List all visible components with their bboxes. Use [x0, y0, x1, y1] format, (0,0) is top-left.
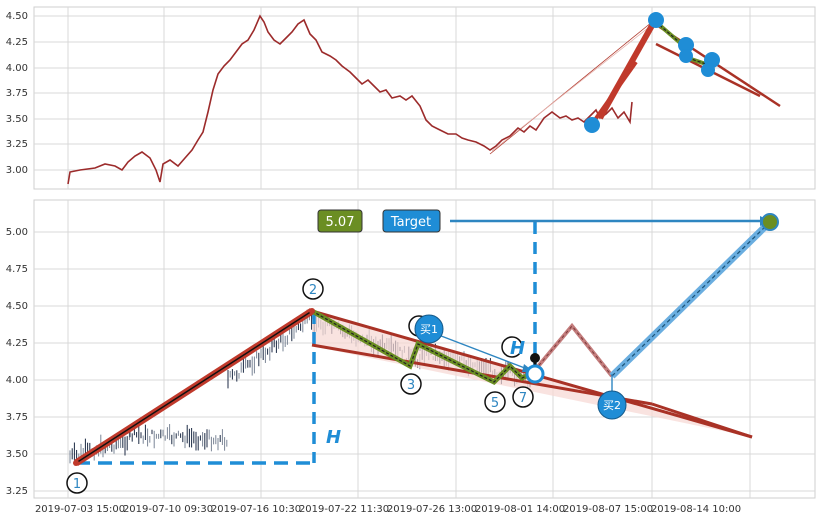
overview-dot-2: [648, 12, 664, 28]
overview-grid: [34, 7, 815, 189]
overview-frame: [33, 6, 816, 190]
green-zigzag-core: [311, 310, 536, 383]
point-1-dot: [73, 460, 79, 466]
point-label-1: 1: [66, 472, 88, 494]
point-label-6-ring: [501, 336, 523, 358]
detail-xtick-7: 2019-08-14 10:00: [651, 504, 741, 515]
point-label-1-text: 1: [73, 477, 81, 492]
detail-ytick-6: 4.75: [6, 264, 28, 275]
overview-ytick-5: 4.25: [6, 37, 28, 48]
overview-ytick-6: 4.50: [6, 11, 28, 22]
value-box: 5.07: [317, 209, 363, 233]
overview-y-ticks: 3.00 3.25 3.50 3.75 4.00 4.25 4.50: [6, 11, 28, 176]
detail-ytick-3: 4.00: [6, 375, 28, 386]
leg-1-core: [75, 310, 313, 464]
projection-blue: [609, 219, 773, 379]
point7-marker-dot: [530, 353, 540, 363]
detail-xtick-4: 2019-07-26 13:00: [387, 504, 477, 515]
point-label-5: 5: [484, 391, 506, 413]
detail-ytick-7: 5.00: [6, 227, 28, 238]
overview-dot-1: [584, 117, 600, 133]
point-label-3: 3: [400, 373, 422, 395]
detail-xtick-2: 2019-07-16 10:30: [211, 504, 301, 515]
h-label-small: H: [510, 338, 525, 359]
target-box-text: Target: [390, 215, 431, 230]
point-2-dot: [309, 308, 315, 314]
detail-ytick-1: 3.50: [6, 449, 28, 460]
overview-up-leg-2: [597, 20, 657, 120]
projection-red: [533, 322, 614, 378]
detail-xtick-1: 2019-07-10 09:30: [123, 504, 213, 515]
detail-xtick-0: 2019-07-03 15:00: [35, 504, 125, 515]
overview-dot-4: [679, 49, 693, 63]
detail-xtick-6: 2019-08-07 15:00: [563, 504, 653, 515]
point-label-3-text: 3: [407, 378, 415, 393]
overview-thin-trend-2: [491, 27, 649, 152]
point-label-7: 7: [512, 386, 534, 408]
value-box-text: 5.07: [326, 215, 355, 230]
point-label-7-text: 7: [519, 391, 527, 406]
detail-xtick-3: 2019-07-22 11:30: [299, 504, 389, 515]
buy2-text: 买2: [603, 399, 621, 412]
detail-y-ticks: 3.25 3.50 3.75 4.00 4.25 4.50 4.75 5.00: [6, 227, 28, 497]
point-label-2: 2: [302, 278, 324, 300]
detail-x-ticks: 2019-07-03 15:00 2019-07-10 09:30 2019-0…: [35, 504, 741, 515]
overview-dot-6: [701, 63, 715, 77]
overview-ytick-2: 3.50: [6, 114, 28, 125]
detail-panel: 3.25 3.50 3.75 4.00 4.25 4.50 4.75 5.00 …: [6, 199, 816, 515]
detail-frame: [33, 199, 816, 499]
detail-xtick-5: 2019-08-01 14:00: [475, 504, 565, 515]
overview-panel: 3.00 3.25 3.50 3.75 4.00 4.25 4.50: [6, 6, 816, 190]
h-label: H: [326, 427, 341, 448]
target-box: Target: [382, 209, 441, 233]
detail-ytick-2: 3.75: [6, 412, 28, 423]
point-label-2-text: 2: [309, 283, 317, 298]
detail-ytick-0: 3.25: [6, 486, 28, 497]
detail-candles: [69, 309, 531, 464]
buy1-arrow: [435, 333, 531, 371]
detail-ytick-5: 4.50: [6, 301, 28, 312]
buy2-badge: 买2: [597, 390, 627, 420]
overview-price-line: [67, 14, 633, 185]
overview-ytick-3: 3.75: [6, 88, 28, 99]
overview-ytick-1: 3.25: [6, 139, 28, 150]
target-dot: [761, 213, 779, 231]
detail-ytick-4: 4.25: [6, 338, 28, 349]
buy1-badge: 买1: [414, 314, 444, 344]
projection-red-core: [534, 325, 613, 377]
overview-dot-3: [678, 37, 694, 53]
wedge-lower-ext: [651, 402, 753, 439]
overview-thin-trend: [489, 21, 653, 155]
point-label-5-text: 5: [491, 396, 499, 411]
buy1-text: 买1: [420, 323, 438, 336]
point7-ring: [525, 364, 545, 384]
overview-ytick-4: 4.00: [6, 63, 28, 74]
projection-blue-core: [611, 221, 771, 377]
overview-ytick-0: 3.00: [6, 165, 28, 176]
